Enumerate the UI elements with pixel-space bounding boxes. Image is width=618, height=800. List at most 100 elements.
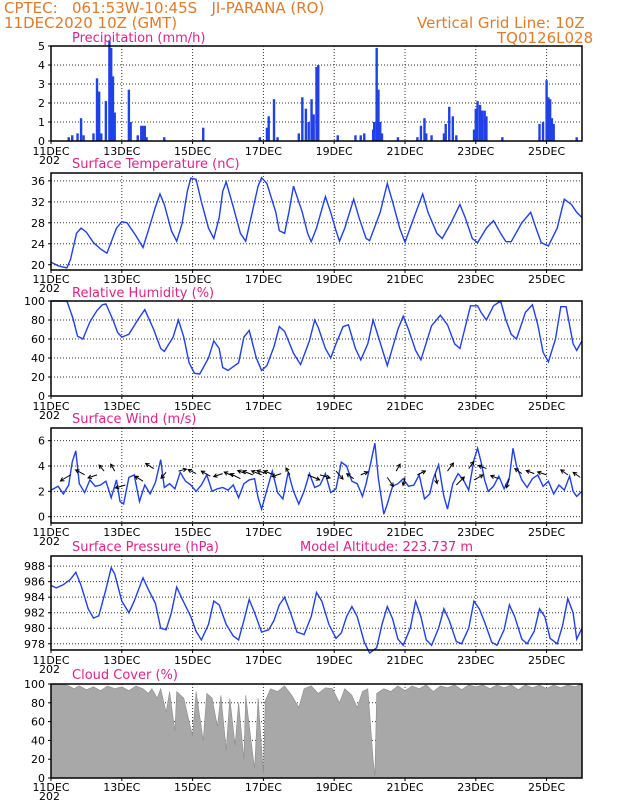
precip-bar — [451, 116, 454, 141]
precip-bar — [541, 122, 545, 141]
wind-arrow-head — [200, 470, 206, 475]
model-header: TQ0126L028 — [497, 29, 594, 47]
panel-frame — [50, 172, 583, 271]
precip-bar — [317, 65, 320, 141]
wind-arrow — [242, 470, 253, 476]
series-line — [50, 443, 583, 515]
precip-bar — [538, 123, 541, 141]
wind-arrow — [263, 470, 275, 476]
wind-arrow — [115, 484, 126, 489]
wind-arrow — [572, 471, 581, 478]
precip-bar — [100, 133, 103, 141]
x-tick-label: 25DEC — [528, 526, 565, 539]
wind-arrow-head — [134, 475, 140, 480]
wind-arrow — [271, 473, 282, 478]
wind-arrow-head — [160, 474, 165, 480]
precip-bar — [380, 133, 384, 141]
y-tick-label: 20 — [31, 259, 45, 272]
wind-arrow-head — [421, 470, 427, 475]
wind-arrow-head — [114, 484, 120, 490]
wind-arrow-head — [513, 467, 519, 473]
wind-arrow-head — [144, 462, 150, 468]
x-tick-label: 19DEC — [316, 400, 353, 413]
precip-bar — [425, 133, 428, 141]
wind-arrow — [110, 463, 116, 472]
series-line — [51, 299, 583, 375]
year-label: 202 — [39, 282, 60, 295]
x-tick-label: 23DEC — [457, 654, 494, 667]
x-tick-label: 15DEC — [174, 781, 211, 794]
wind-arrow — [505, 478, 510, 488]
x-tick-label: 13DEC — [103, 526, 140, 539]
y-tick-label: 978 — [24, 638, 45, 651]
wind-arrow-head — [229, 473, 235, 478]
wind-arrow — [560, 469, 569, 476]
precip-bar — [359, 135, 362, 141]
precip-bar — [276, 137, 279, 141]
precip-bar — [336, 135, 339, 141]
wind-arrow — [307, 474, 320, 481]
wind-arrow — [386, 477, 394, 487]
wind-arrow — [160, 472, 167, 479]
y-tick-label: 4 — [38, 460, 45, 473]
wind-arrow-head — [489, 474, 495, 480]
wind-arrow-head — [389, 482, 394, 488]
x-tick-label: 19DEC — [316, 273, 353, 286]
precip-bar — [310, 99, 313, 141]
precip-bar — [416, 137, 419, 141]
y-tick-label: 986 — [24, 576, 45, 589]
wind-arrow — [213, 473, 223, 478]
precip-bar — [485, 116, 488, 141]
x-tick-label: 23DEC — [457, 526, 494, 539]
wind-arrow — [417, 470, 426, 476]
wind-arrow-head — [98, 464, 103, 470]
wind-arrow-head — [525, 469, 531, 474]
precip-bar — [202, 127, 205, 141]
precip-bar — [140, 125, 143, 141]
precip-bar — [272, 99, 276, 141]
wind-arrow — [514, 468, 523, 475]
panel-title: Precipitation (mm/h) — [72, 31, 205, 46]
precip-bar — [145, 137, 148, 141]
y-tick-label: 100 — [24, 678, 45, 691]
y-tick-label: 24 — [31, 238, 45, 251]
panel-title: Surface Pressure (hPa) — [72, 540, 219, 555]
wind-arrow — [60, 474, 71, 482]
wind-arrow — [251, 470, 262, 476]
precip-bar — [476, 101, 479, 141]
precip-bar — [113, 112, 116, 141]
model-altitude: Model Altitude: 223.737 m — [300, 540, 473, 555]
year-label: 202 — [39, 154, 60, 167]
wind-arrow — [346, 473, 354, 480]
y-tick-label: 20 — [31, 371, 45, 384]
y-tick-label: 2 — [38, 485, 45, 498]
wind-arrow-head — [285, 467, 290, 472]
year-label: 202 — [39, 790, 60, 800]
wind-arrow-head — [87, 474, 93, 480]
x-tick-label: 17DEC — [245, 145, 282, 158]
panel-frame — [50, 300, 583, 397]
wind-arrow — [473, 474, 484, 481]
x-tick-label: 15DEC — [174, 273, 211, 286]
year-label: 202 — [39, 663, 60, 676]
wind-arrow-head — [536, 470, 542, 476]
x-tick-label: 19DEC — [316, 526, 353, 539]
x-tick-label: 13DEC — [103, 781, 140, 794]
y-tick-label: 40 — [31, 734, 45, 747]
precip-bar — [104, 101, 108, 141]
panel-frame — [50, 683, 583, 779]
precip-bar — [141, 125, 145, 141]
wind-arrow — [145, 463, 154, 469]
x-tick-label: 17DEC — [245, 781, 282, 794]
wind-arrow-head — [255, 469, 261, 474]
precip-bar — [474, 108, 477, 141]
precip-bar — [550, 118, 554, 141]
x-tick-label: 13DEC — [103, 273, 140, 286]
wind-arrow-head — [74, 469, 80, 474]
wind-arrow-head — [401, 481, 407, 487]
wind-arrow-head — [572, 471, 578, 477]
wind-arrow — [285, 467, 291, 476]
panel-title: Surface Temperature (nC) — [72, 157, 240, 172]
panel-title: Relative Humidity (%) — [72, 286, 214, 301]
